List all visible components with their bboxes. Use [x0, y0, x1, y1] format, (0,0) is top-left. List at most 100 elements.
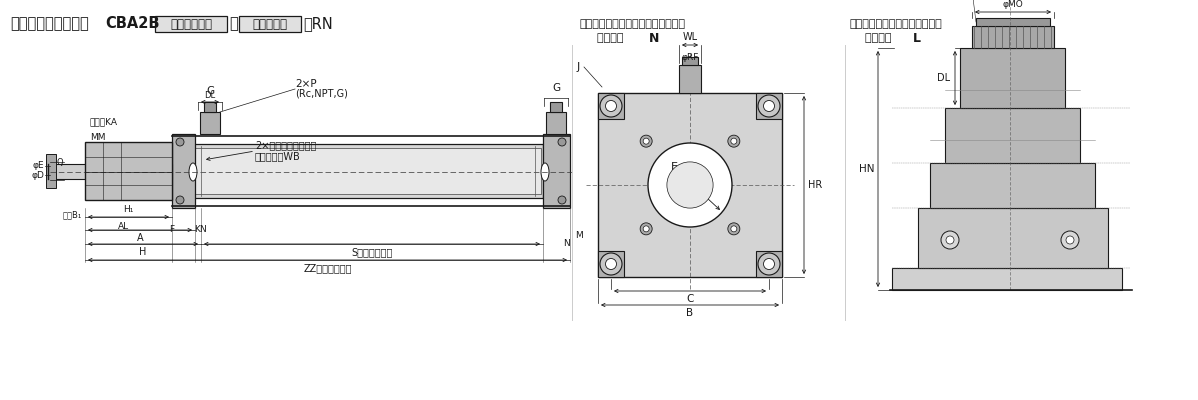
Text: ：追記号: ：追記号 [865, 33, 895, 43]
Text: 対达B₁: 対达B₁ [62, 210, 81, 220]
Circle shape [731, 226, 737, 232]
Text: ストローク: ストローク [253, 18, 288, 30]
Circle shape [558, 138, 565, 146]
Ellipse shape [189, 163, 196, 181]
Circle shape [763, 258, 774, 270]
Bar [976, 18, 1049, 26]
Circle shape [640, 135, 652, 147]
Text: マニュアル解除ノンロックタイプ：: マニュアル解除ノンロックタイプ： [580, 19, 686, 29]
Circle shape [640, 223, 652, 235]
Text: K: K [194, 225, 200, 234]
Text: 二面幅KA: 二面幅KA [90, 117, 117, 126]
Text: H: H [139, 247, 146, 257]
Text: マニュアル解除ロックタイプ：: マニュアル解除ロックタイプ： [851, 19, 943, 29]
Bar [756, 93, 782, 119]
Text: －RN: －RN [303, 16, 333, 32]
Bar [682, 57, 698, 65]
Circle shape [605, 258, 617, 270]
Circle shape [605, 100, 617, 112]
Circle shape [1061, 231, 1079, 249]
Text: DL: DL [205, 91, 216, 100]
Text: φE: φE [32, 162, 44, 170]
Bar [756, 251, 782, 277]
Circle shape [731, 138, 737, 144]
Text: H₁: H₁ [123, 205, 134, 214]
Circle shape [176, 138, 184, 146]
Ellipse shape [541, 163, 549, 181]
Text: L: L [913, 32, 921, 44]
Bar [193, 144, 543, 198]
Text: MM: MM [90, 133, 105, 142]
Bar [972, 26, 1054, 48]
Bar [204, 102, 216, 112]
Bar [85, 142, 173, 200]
Text: HR: HR [807, 180, 822, 190]
Bar [155, 16, 226, 32]
Bar [195, 148, 541, 194]
Bar [238, 16, 301, 32]
Bar [960, 48, 1065, 108]
Circle shape [600, 253, 622, 275]
Circle shape [946, 236, 954, 244]
Text: N: N [200, 225, 206, 234]
Circle shape [667, 162, 713, 208]
Text: AL: AL [117, 222, 129, 231]
Text: ZZ＋ストローク: ZZ＋ストローク [303, 263, 352, 273]
Bar [546, 112, 565, 134]
Text: チューブ内径: チューブ内径 [170, 18, 212, 30]
Bar [598, 93, 624, 119]
Bar [918, 208, 1108, 268]
Circle shape [758, 253, 780, 275]
Text: HN: HN [859, 164, 875, 174]
Bar [46, 154, 56, 188]
Circle shape [648, 143, 732, 227]
Bar [945, 108, 1081, 163]
Text: J: J [576, 62, 580, 72]
Text: WL: WL [683, 32, 697, 42]
Bar [598, 251, 624, 277]
Circle shape [558, 196, 565, 204]
Bar [48, 164, 173, 179]
Circle shape [728, 223, 740, 235]
Circle shape [728, 135, 740, 147]
Circle shape [758, 95, 780, 117]
Text: Q: Q [56, 158, 63, 168]
Text: C: C [686, 294, 694, 304]
Text: DL: DL [937, 73, 950, 83]
Text: φD: φD [31, 170, 44, 180]
Text: E: E [671, 162, 678, 172]
Circle shape [763, 100, 774, 112]
Text: ：追記号: ：追記号 [597, 33, 627, 43]
Text: 2×P: 2×P [295, 79, 316, 89]
Text: A: A [137, 233, 144, 243]
Circle shape [600, 95, 622, 117]
Text: φRF: φRF [682, 53, 698, 62]
Bar [679, 65, 701, 93]
Bar [550, 102, 562, 112]
Circle shape [1066, 236, 1073, 244]
Bar [930, 163, 1095, 208]
Circle shape [643, 226, 649, 232]
Circle shape [940, 231, 960, 249]
Circle shape [176, 196, 184, 204]
Text: N: N [563, 239, 570, 248]
Text: B: B [686, 308, 694, 318]
Text: 2×クッションバルブ: 2×クッションバルブ [255, 140, 316, 150]
Text: F: F [169, 225, 175, 234]
Text: CBA2B: CBA2B [105, 16, 159, 32]
Bar [173, 134, 195, 208]
Text: φMO: φMO [1003, 0, 1023, 9]
Bar [893, 268, 1123, 290]
Text: M: M [575, 232, 582, 240]
Circle shape [643, 138, 649, 144]
Text: S＋ストローク: S＋ストローク [351, 247, 393, 257]
Bar [598, 93, 782, 277]
Text: G: G [206, 86, 214, 96]
Text: 六角穴対达WB: 六角穴対达WB [255, 151, 301, 161]
Text: －: － [229, 16, 237, 32]
Text: G: G [552, 83, 559, 93]
Bar [543, 134, 570, 208]
Bar [200, 112, 220, 134]
Text: ロッド側ロック付：: ロッド側ロック付： [10, 16, 89, 32]
Text: N: N [649, 32, 659, 44]
